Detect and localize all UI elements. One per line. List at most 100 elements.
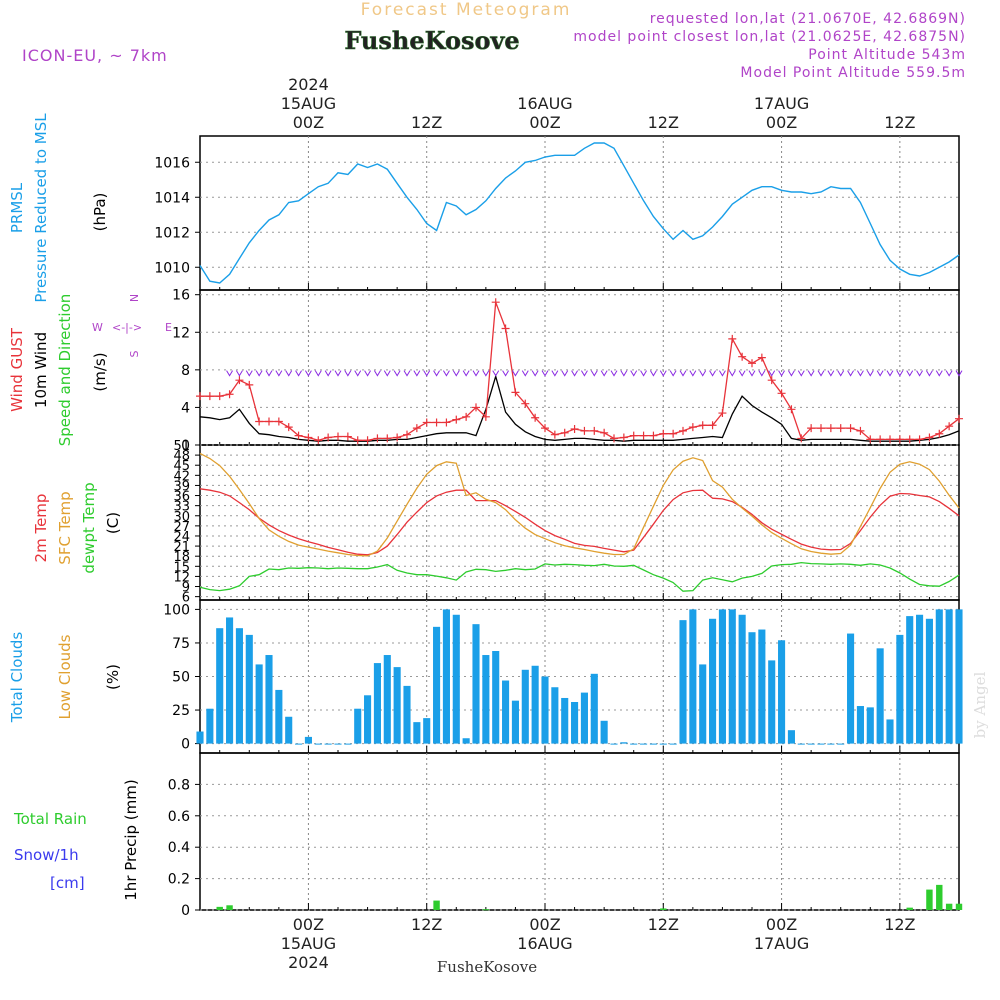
gust-point bbox=[639, 431, 648, 440]
cloud-bar bbox=[216, 628, 224, 744]
wind-direction-arrow bbox=[364, 370, 371, 377]
cloud-bar bbox=[531, 665, 539, 744]
gust-point bbox=[807, 424, 816, 433]
panel-frame bbox=[199, 289, 960, 446]
y-tick-label: 36 bbox=[173, 490, 190, 505]
gust-point bbox=[501, 324, 510, 333]
gust-point bbox=[452, 415, 461, 424]
low-clouds-label: Low Clouds bbox=[56, 634, 74, 719]
cloud-bar bbox=[511, 700, 519, 744]
gust-point bbox=[698, 421, 707, 430]
time-label: 00Z bbox=[766, 915, 797, 934]
cloud-bar bbox=[571, 702, 579, 744]
wind-direction-arrow bbox=[857, 370, 864, 377]
wind-direction-arrow bbox=[886, 370, 894, 377]
gust-point bbox=[205, 392, 214, 401]
cloud-bar bbox=[492, 651, 500, 744]
y-tick-label: 50 bbox=[172, 670, 190, 686]
time-label: 17AUG bbox=[754, 934, 809, 953]
gust-point bbox=[462, 412, 471, 421]
gust-point bbox=[531, 413, 540, 422]
cloud-bar bbox=[847, 633, 855, 744]
cloud-bar bbox=[433, 626, 441, 744]
cloud-bar bbox=[541, 676, 549, 744]
cloud-bar bbox=[334, 743, 342, 745]
cloud-bar bbox=[856, 706, 864, 744]
precip-panel: 0 0.2 0.4 0.6 0.8 bbox=[168, 752, 963, 919]
gust-point bbox=[866, 435, 875, 444]
top-title: Forecast Meteogram bbox=[361, 0, 572, 20]
y-tick-label: 1010 bbox=[154, 260, 190, 276]
gust-point bbox=[915, 435, 924, 444]
gust-point bbox=[215, 392, 224, 401]
wind-direction-arrow bbox=[827, 370, 835, 377]
y-tick-label: 1016 bbox=[154, 155, 190, 171]
wind-direction-arrow bbox=[689, 370, 697, 377]
gust-point bbox=[334, 432, 342, 441]
wind-direction-arrow bbox=[383, 370, 391, 377]
series-dewpt-temp bbox=[199, 561, 960, 592]
wind-direction-arrow bbox=[472, 370, 480, 377]
cloud-bar bbox=[344, 743, 352, 745]
precip-bar bbox=[906, 907, 913, 910]
y-tick-label: 0.2 bbox=[168, 872, 190, 888]
pressure-label-full: Pressure Reduced to MSL bbox=[32, 113, 50, 303]
gust-point bbox=[619, 433, 628, 442]
series-10m-wind bbox=[199, 374, 960, 442]
wind-direction-arrow bbox=[778, 370, 785, 377]
cloud-bar bbox=[196, 731, 204, 744]
y-tick-label: 0 bbox=[181, 438, 190, 454]
cloud-bar bbox=[393, 667, 401, 744]
y-tick-label: 75 bbox=[172, 636, 190, 652]
time-label: 15AUG bbox=[281, 94, 336, 113]
temp-unit: (C) bbox=[104, 512, 122, 534]
wind-direction-arrow bbox=[817, 370, 825, 377]
wind-direction-arrow bbox=[324, 370, 332, 377]
gust-point bbox=[856, 426, 865, 435]
wind-direction-arrow bbox=[876, 370, 884, 377]
y-tick-label: 33 bbox=[173, 500, 190, 515]
temp-sfc-label: SFC Temp bbox=[56, 491, 74, 564]
wind-direction-arrow bbox=[788, 370, 795, 377]
wind-direction-arrow bbox=[926, 370, 933, 377]
wind-direction-arrow bbox=[561, 370, 569, 377]
wind-direction-arrow bbox=[935, 370, 943, 377]
cloud-bar bbox=[659, 743, 667, 745]
gust-point bbox=[708, 421, 717, 430]
gust-point bbox=[600, 428, 609, 437]
gust-point bbox=[748, 359, 756, 368]
gust-point bbox=[580, 426, 589, 435]
series-sfc-temp bbox=[199, 452, 960, 557]
cloud-bar bbox=[630, 743, 638, 745]
wind-direction-arrow bbox=[255, 370, 263, 377]
wind-direction-arrow bbox=[630, 370, 638, 377]
wind-direction-arrow bbox=[797, 370, 805, 377]
compass-west: W bbox=[92, 321, 103, 334]
series-wind-gust bbox=[200, 301, 960, 441]
cloud-bar bbox=[827, 743, 835, 745]
y-tick-label: 0.6 bbox=[168, 809, 190, 825]
panel-labels: PRMSL Pressure Reduced to MSL (hPa) Wind GU… bbox=[8, 113, 172, 901]
wind-direction-arrow bbox=[531, 370, 539, 377]
cloud-bar bbox=[916, 614, 924, 744]
gust-point bbox=[196, 392, 204, 401]
cloud-bar bbox=[807, 743, 815, 745]
y-tick-label: 12 bbox=[173, 570, 190, 585]
compass-north: N bbox=[128, 294, 141, 302]
wind-direction-arrow bbox=[492, 370, 500, 377]
y-tick-label: 48 bbox=[173, 449, 190, 464]
cloud-bar bbox=[551, 687, 559, 744]
y-tick-label: 16 bbox=[172, 288, 190, 304]
precip-unit: 1hr Precip (mm) bbox=[122, 779, 140, 900]
time-label: 00Z bbox=[766, 113, 797, 132]
cloud-bar bbox=[709, 618, 717, 744]
point-altitude: Point Altitude 543m bbox=[808, 47, 966, 63]
y-tick-label: 0 bbox=[181, 737, 190, 753]
cloud-bar bbox=[383, 655, 391, 744]
precip-bar bbox=[945, 903, 953, 910]
y-tick-label: 9 bbox=[182, 581, 190, 596]
cloud-bar bbox=[778, 640, 786, 744]
wind-panel: 0 4 8 12 16 bbox=[172, 288, 963, 454]
gust-point bbox=[886, 435, 894, 444]
